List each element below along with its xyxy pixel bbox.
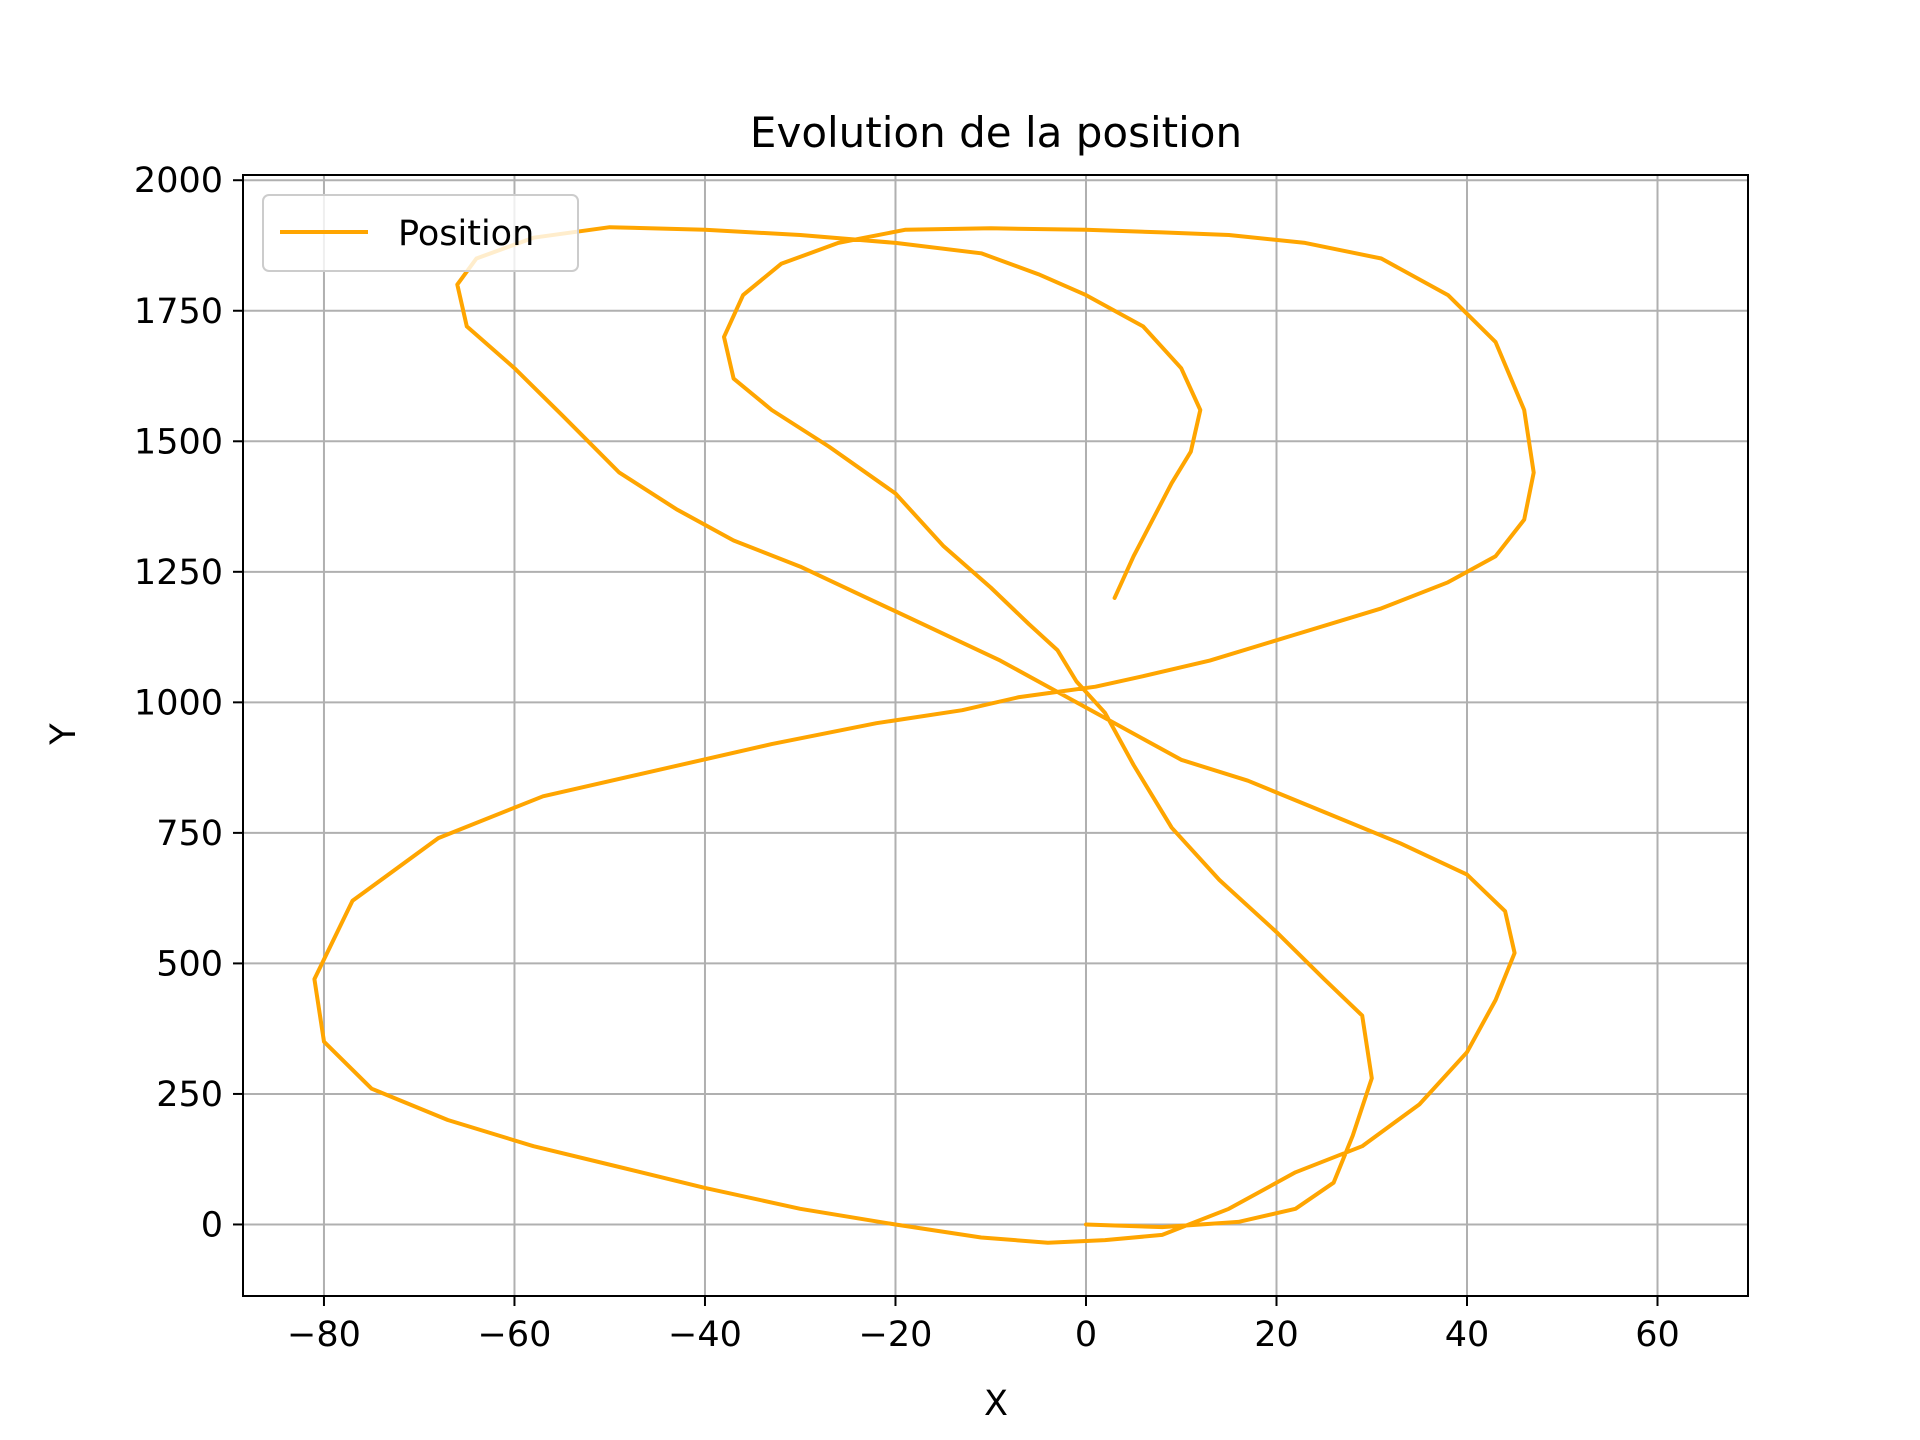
y-tick-label: 1000 (134, 683, 223, 723)
y-tick-label: 750 (156, 814, 223, 854)
x-tick-label: 0 (1075, 1315, 1097, 1355)
y-tick-label: 1250 (134, 553, 223, 593)
chart-title: Evolution de la position (750, 108, 1242, 157)
x-tick-label: 60 (1635, 1315, 1680, 1355)
y-tick-label: 1750 (134, 292, 223, 332)
y-tick-label: 1500 (134, 422, 223, 462)
x-axis-label: X (984, 1384, 1008, 1424)
x-axis: −80 −60 −40 −20 0 20 40 60 (287, 1296, 1680, 1355)
y-axis: 0 250 500 750 1000 1250 1500 1750 2000 (134, 161, 243, 1245)
x-tick-label: −20 (859, 1315, 933, 1355)
x-tick-label: −80 (287, 1315, 361, 1355)
plot-frame (242, 174, 1749, 1297)
y-tick-label: 500 (156, 944, 223, 984)
y-tick-label: 0 (201, 1205, 223, 1245)
x-tick-label: 20 (1254, 1315, 1299, 1355)
legend-box (262, 194, 579, 272)
legend-label: Position (398, 214, 534, 254)
x-tick-label: −60 (478, 1315, 552, 1355)
series-line-position (312, 225, 1536, 1245)
series-layer (312, 225, 1536, 1245)
y-tick-label: 2000 (134, 161, 223, 201)
x-tick-label: 40 (1445, 1315, 1490, 1355)
x-tick-label: −40 (668, 1315, 742, 1355)
y-axis-label: Y (44, 723, 84, 746)
y-tick-label: 250 (156, 1075, 223, 1115)
legend: Position (262, 194, 579, 272)
